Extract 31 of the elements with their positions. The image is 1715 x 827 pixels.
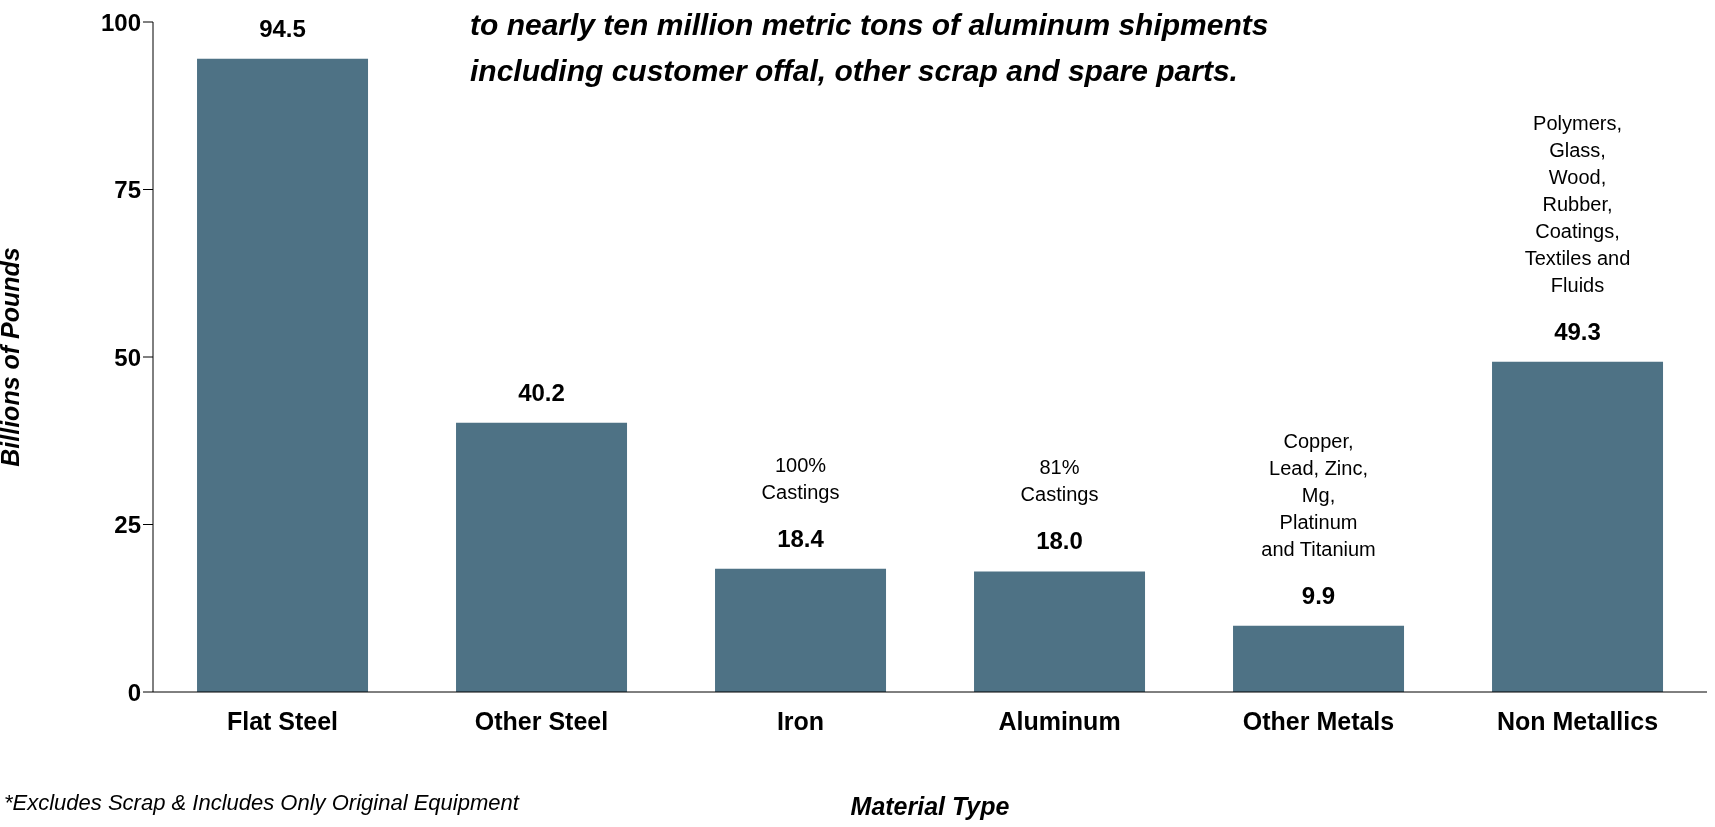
y-axis-title: Billions of Pounds <box>0 247 24 467</box>
x-tick-label: Aluminum <box>998 706 1121 735</box>
data-label: 9.9 <box>1301 581 1336 609</box>
bar <box>456 422 628 692</box>
x-tick-label: Non Metallics <box>1496 706 1659 735</box>
annotation: Copper, Lead, Zinc, Mg, Platinum and Titanium <box>1261 429 1376 560</box>
x-axis-title: Material Type <box>850 791 1010 820</box>
y-tick-label: 75 <box>114 176 141 204</box>
annotation: 81% Castings <box>1020 456 1099 506</box>
x-tick-label: Other Metals <box>1242 706 1395 735</box>
bar <box>197 58 369 692</box>
x-tick-label: Flat Steel <box>226 706 339 735</box>
x-tick-label: Other Steel <box>474 706 609 735</box>
bar <box>715 568 887 692</box>
text: *Excludes Scrap & Includes Only Original Equipment <box>4 790 519 816</box>
y-tick-label: 50 <box>114 343 141 371</box>
y-tick-label: 100 <box>100 8 141 36</box>
annotation: Polymers, Glass, Wood, Rubber, Coatings, Textiles and Fluids <box>1524 111 1631 296</box>
bar <box>1492 361 1664 692</box>
y-tick-label: 25 <box>114 511 141 539</box>
data-label: 18.4 <box>777 524 825 552</box>
annotation: 100% Castings <box>761 453 840 503</box>
bar <box>974 571 1146 692</box>
bar <box>1233 625 1405 692</box>
data-label: 18.0 <box>1036 527 1083 555</box>
data-label: 49.3 <box>1554 317 1601 345</box>
data-label: 94.5 <box>259 14 306 42</box>
data-label: 40.2 <box>518 378 565 406</box>
annotation: to nearly ten million metric tons of aluminum shipments including customer offal, other scrap and spare parts. <box>470 8 1269 88</box>
x-tick-label: Iron <box>776 706 825 735</box>
y-tick-label: 0 <box>127 678 141 706</box>
